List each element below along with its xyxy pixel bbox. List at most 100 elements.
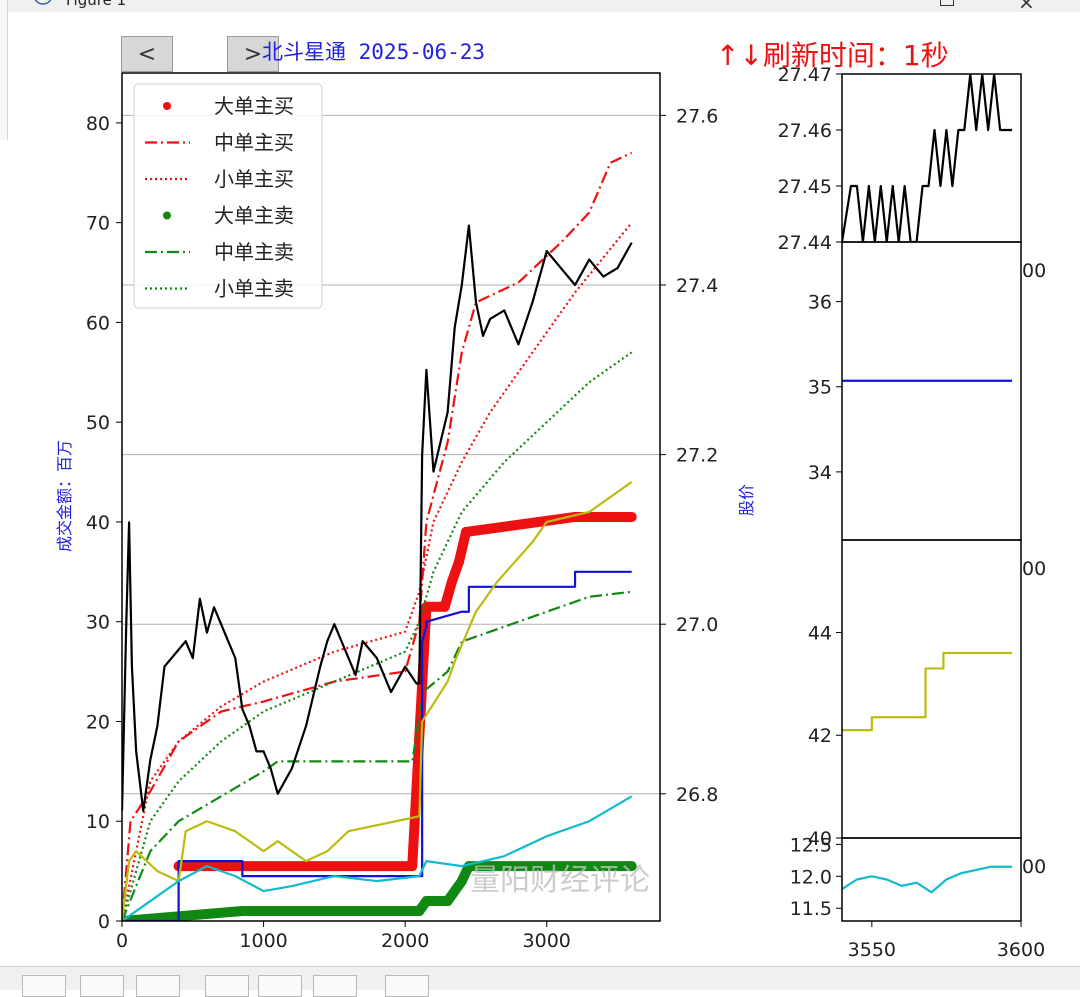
y-tick-label: 70 [86, 213, 110, 235]
series-line [122, 570, 632, 921]
zoom-panel-3 [842, 651, 1013, 732]
data-point [439, 601, 450, 612]
next-button[interactable]: > [227, 36, 279, 72]
panel-y-tick-label: 34 [808, 462, 832, 484]
panel-y-tick-label: 36 [808, 292, 832, 314]
forward-icon[interactable] [136, 975, 180, 997]
panel-y-tick-label: 12.5 [790, 834, 832, 856]
y-tick-label: 10 [86, 811, 110, 833]
pan-icon[interactable] [205, 975, 249, 997]
panel-y-tick-label: 27.47 [778, 64, 832, 86]
legend-box [133, 83, 323, 309]
y2-tick-label: 26.8 [676, 784, 718, 806]
y2-tick-label: 27.4 [676, 275, 718, 297]
data-point [442, 896, 453, 907]
panel-line [842, 74, 1013, 242]
data-point [421, 601, 432, 612]
panel-y-tick-label: 42 [808, 725, 832, 747]
series-line [122, 224, 633, 812]
back-icon[interactable] [80, 975, 124, 997]
panel-y-tick-label: 35 [808, 377, 832, 399]
figure-toolbar [0, 966, 1080, 997]
大单主买-line [173, 511, 637, 872]
data-point [626, 861, 637, 872]
y-tick-label: 20 [86, 711, 110, 733]
y-tick-label: 60 [86, 312, 110, 334]
clipped-tick-label: 00 [1022, 558, 1046, 580]
refresh-label: ↑↓刷新时间：1秒 [716, 39, 949, 72]
panel-y-tick-label: 27.46 [778, 120, 832, 142]
home-icon[interactable] [22, 975, 66, 997]
series-line [122, 481, 633, 921]
x-tick-label: 1000 [239, 930, 287, 952]
data-point [456, 876, 467, 887]
save-icon[interactable] [385, 975, 429, 997]
panel-x-tick-label: 3600 [997, 939, 1045, 961]
legend-label: 中单主买 [214, 131, 294, 155]
data-point [453, 556, 464, 567]
y-tick-label: 80 [86, 113, 110, 135]
y2-axis-label: 股价 [737, 484, 756, 516]
panel-frame [841, 241, 1022, 541]
legend-label: 中单主卖 [214, 240, 294, 264]
panel-frame [841, 837, 1022, 922]
中单主卖-line [122, 590, 632, 921]
panel-y-tick-label: 27.45 [778, 176, 832, 198]
y-tick-label: 0 [98, 911, 110, 933]
y2-tick-label: 27.0 [676, 614, 718, 636]
y-tick-label: 40 [86, 512, 110, 534]
legend-marker [163, 102, 171, 110]
data-point [407, 861, 418, 872]
panel-line [842, 865, 1013, 894]
watermark: 量阳财经评论 [470, 863, 650, 898]
legend-label: 小单主卖 [214, 277, 294, 301]
panel-y-tick-label: 40 [808, 828, 832, 850]
chart-title: 北斗星通 2025-06-23 [262, 40, 486, 64]
panel-y-tick-label: 11.5 [790, 898, 832, 920]
window-titlebar: Figure 1 × [0, 0, 1080, 14]
prev-button[interactable]: < [121, 36, 173, 72]
close-icon[interactable]: × [1018, 0, 1035, 14]
data-point [258, 861, 269, 872]
y-axis-label: 成交金额：百万 [55, 440, 74, 552]
data-point [446, 576, 457, 587]
maximize-icon[interactable] [940, 0, 954, 6]
clipped-tick-label: 00 [1022, 260, 1046, 282]
main-plot-frame [121, 72, 661, 922]
window-title: Figure 1 [66, 0, 127, 9]
panel-y-tick-label: 44 [808, 622, 832, 644]
小单主买-line [122, 221, 633, 921]
panel-x-tick-label: 3550 [848, 939, 896, 961]
x-tick-label: 0 [116, 930, 128, 952]
zoom-panel-1 [842, 74, 1013, 242]
chart-canvas: 0 1000 2000 3000 0 10 20 30 40 50 60 70 80 26.8 27.0 27… [55, 64, 1046, 961]
y2-tick-label: 27.6 [676, 105, 718, 127]
panel-line [842, 651, 1013, 732]
configure-icon[interactable] [313, 975, 357, 997]
zoom-icon[interactable] [258, 975, 302, 997]
app-icon [32, 0, 54, 11]
y2-tick-label: 27.2 [676, 445, 718, 467]
panel-y-tick-label: 12.0 [790, 866, 832, 888]
y-tick-label: 50 [86, 412, 110, 434]
zoom-panel-4 [842, 865, 1013, 894]
data-point [626, 511, 637, 522]
x-tick-label: 2000 [381, 930, 429, 952]
panel-frame [841, 539, 1022, 839]
legend-label: 小单主买 [214, 167, 294, 191]
series-line [122, 795, 633, 921]
data-point [414, 906, 425, 917]
panel-y-tick-label: 27.44 [778, 232, 832, 254]
小单主卖-line [122, 351, 633, 921]
legend-label: 大单主买 [214, 94, 294, 118]
y-tick-label: 30 [86, 612, 110, 634]
data-point [461, 526, 472, 537]
x-tick-label: 3000 [523, 930, 571, 952]
plot-area [122, 151, 637, 921]
data-point [421, 896, 432, 907]
legend-label: 大单主卖 [214, 204, 294, 228]
data-point [237, 906, 248, 917]
legend-marker [163, 211, 171, 220]
clipped-tick-label: 00 [1022, 856, 1046, 878]
window-left-edge [0, 0, 8, 140]
